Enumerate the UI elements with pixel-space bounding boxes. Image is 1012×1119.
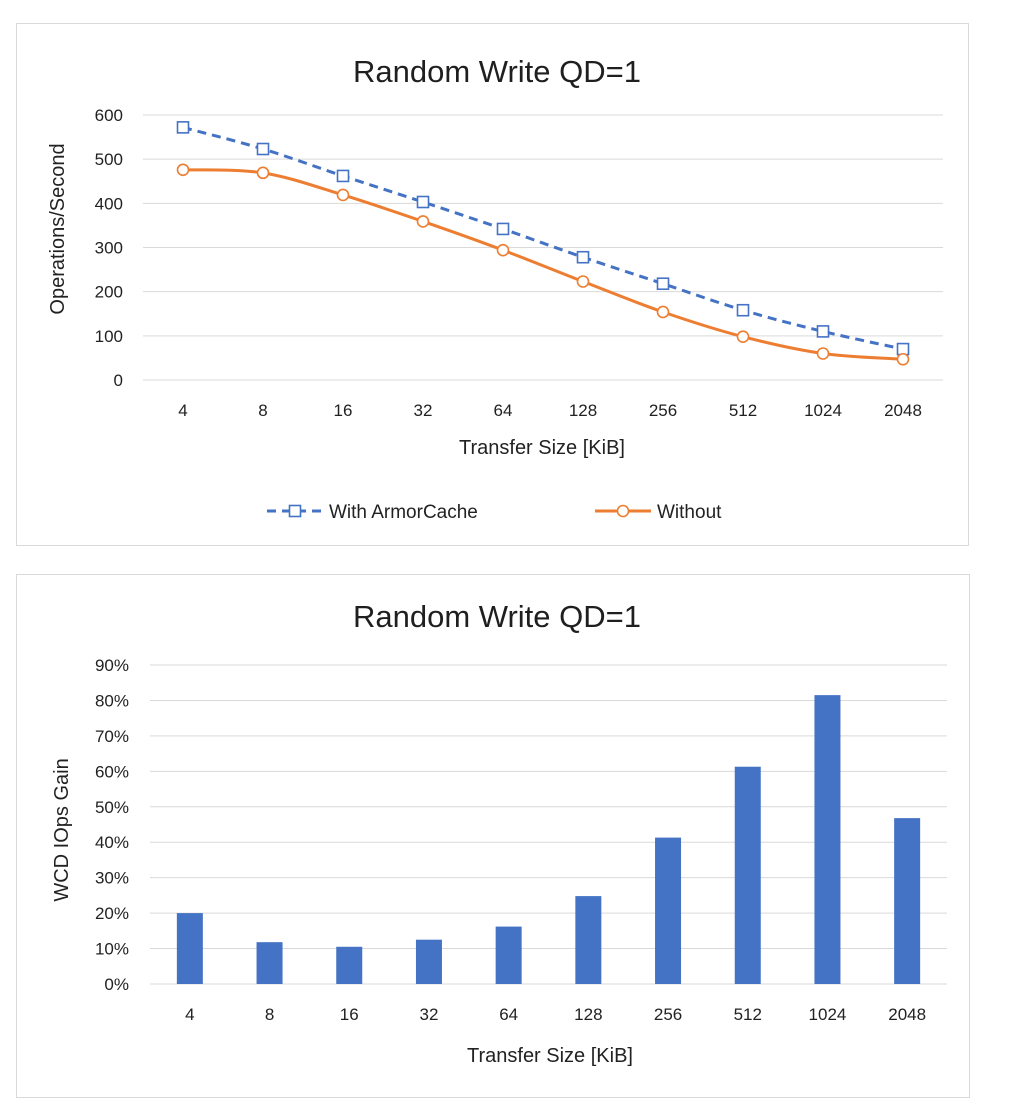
bar-chart-y-tick: 70% [95,727,129,746]
bar-chart-y-tick: 90% [95,656,129,675]
line-chart-y-axis-label: Operations/Second [47,143,69,314]
line-chart-x-tick: 2048 [884,401,922,420]
bar-1024 [814,695,841,984]
line-chart-series [176,121,910,366]
line-point-without [176,163,190,177]
legend-marker-with-armorcache [288,504,302,518]
bar-chart-x-tick: 128 [574,1005,602,1024]
line-point-without [736,330,750,344]
bar-512 [734,766,761,984]
line-chart-x-tick: 16 [334,401,353,420]
line-point-with-armorcache [336,169,350,183]
legend-marker-without [616,504,630,518]
line-series-without [182,168,904,361]
bar-chart-title: Random Write QD=1 [353,599,641,634]
bar-chart-x-tick: 256 [654,1005,682,1024]
bar-chart-x-tick: 4 [185,1005,194,1024]
line-chart-x-tick: 512 [729,401,757,420]
line-chart-x-axis-label: Transfer Size [KiB] [459,437,625,459]
line-chart-x-ticks: 4 8 16 32 64 128 256 512 1024 2048 [178,401,922,420]
bar-chart-gridlines [150,664,947,985]
line-point-without [336,188,350,202]
line-point-without [576,275,590,288]
line-chart-x-tick: 1024 [804,401,842,420]
line-chart-legend: With ArmorCache Without [267,502,722,523]
line-chart-y-tick: 400 [95,194,123,213]
line-chart-title: Random Write QD=1 [353,54,641,89]
bar-chart-x-tick: 512 [734,1005,762,1024]
bar-128 [575,896,602,984]
bar-256 [655,837,682,984]
line-chart-y-ticks: 0 100 200 300 400 500 600 [95,106,123,390]
line-chart-y-tick: 500 [95,150,123,169]
bar-2048 [894,818,921,984]
line-chart-y-tick: 0 [114,371,123,390]
bar-4 [176,913,203,984]
line-chart-y-tick: 100 [95,327,123,346]
line-point-with-armorcache [656,277,670,291]
line-point-without [896,352,910,366]
line-point-with-armorcache [176,121,190,134]
line-chart-gridlines [143,114,943,381]
line-point-with-armorcache [816,325,830,338]
bar-chart-x-tick: 2048 [888,1005,926,1024]
line-chart-x-tick: 64 [494,401,513,420]
line-point-without [656,305,670,319]
bar-chart-y-tick: 30% [95,869,129,888]
bar-8 [256,942,283,984]
line-point-without [256,166,270,180]
line-point-with-armorcache [576,250,590,264]
bar-chart-x-tick: 32 [419,1005,438,1024]
line-chart-x-tick: 32 [414,401,433,420]
bar-chart-y-tick: 60% [95,762,129,781]
bar-chart-y-tick: 50% [95,798,129,817]
line-chart-y-tick: 200 [95,283,123,302]
line-point-with-armorcache [736,303,750,317]
bar-chart-y-tick: 80% [95,691,129,710]
line-series-with-armorcache [182,125,904,351]
line-chart-panel: Random Write QD=1 0 100 200 300 400 500 600 4 8… [16,23,969,546]
legend-label-with-armorcache: With ArmorCache [329,502,478,523]
bar-chart-x-tick: 16 [340,1005,359,1024]
bar-chart-x-tick: 64 [499,1005,518,1024]
line-point-without [496,243,510,257]
bar-32 [415,939,442,984]
line-chart-x-tick: 256 [649,401,677,420]
line-point-with-armorcache [896,342,910,356]
bar-chart-y-ticks: 0% 10% 20% 30% 40% 50% 60% 70% 80% 90% [95,656,129,994]
bar-chart-y-axis-label: WCD IOps Gain [51,758,73,901]
line-chart-y-tick: 300 [95,239,123,258]
line-point-without [416,215,430,228]
bar-chart-bars [176,695,921,984]
bar-64 [495,926,522,984]
line-chart-x-tick: 4 [178,401,187,420]
legend-label-without: Without [657,502,722,523]
line-chart-y-tick: 600 [95,106,123,125]
bar-chart-panel: Random Write QD=1 0% 10% 20% 30% 40% 50% 60% 70… [16,574,970,1098]
bar-chart: Random Write QD=1 0% 10% 20% 30% 40% 50% 60% 70… [51,599,947,1067]
bar-16 [336,946,363,984]
bar-chart-y-tick: 40% [95,833,129,852]
line-chart-x-tick: 8 [258,401,267,420]
line-point-with-armorcache [416,195,430,209]
line-point-without [816,347,830,360]
line-point-with-armorcache [496,222,510,236]
line-point-with-armorcache [256,142,270,156]
bar-chart-y-tick: 0% [104,975,129,994]
line-chart: Random Write QD=1 0 100 200 300 400 500 600 4 8… [47,54,943,523]
bar-chart-x-tick: 1024 [809,1005,847,1024]
line-chart-x-tick: 128 [569,401,597,420]
bar-chart-x-tick: 8 [265,1005,274,1024]
bar-chart-x-ticks: 4 8 16 32 64 128 256 512 1024 2048 [185,1005,926,1024]
bar-chart-y-tick: 20% [95,904,129,923]
bar-chart-x-axis-label: Transfer Size [KiB] [467,1045,633,1067]
bar-chart-y-tick: 10% [95,940,129,959]
